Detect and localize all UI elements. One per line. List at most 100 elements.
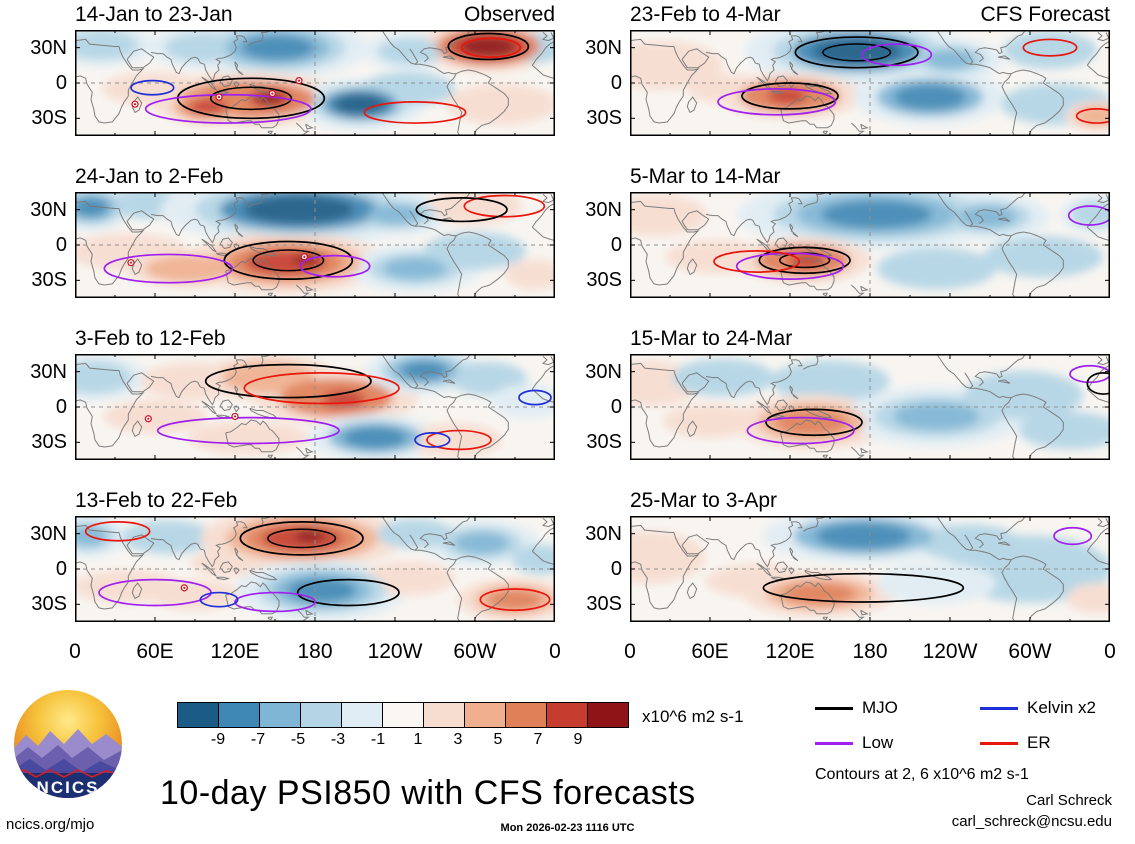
y-tick-label: 30N (585, 522, 622, 545)
y-tick-label: 0 (55, 558, 67, 580)
colorbar-swatch (300, 702, 342, 728)
map-plot (630, 192, 1110, 298)
x-tick-label: 120E (765, 640, 815, 663)
map-plot (630, 30, 1110, 136)
mjo-line-swatch (815, 706, 853, 710)
map-panel (630, 516, 1110, 622)
y-tick-label: 30S (31, 431, 67, 454)
y-tick-label: 0 (55, 396, 67, 418)
colorbar-swatch (259, 702, 301, 728)
colorbar-tick-label: -9 (210, 731, 226, 748)
panel-title: 24-Jan to 2-Feb (75, 165, 224, 188)
legend-label-mjo: MJO (862, 698, 898, 717)
legend-label-low: Low (862, 733, 894, 752)
map-panel (630, 30, 1110, 136)
colorbar-swatch (177, 702, 219, 728)
y-tick-label: 0 (610, 558, 622, 580)
colorbar-tick-label: 5 (493, 731, 503, 748)
map-panel (75, 516, 555, 622)
colorbar-tick-label: -5 (290, 731, 306, 748)
y-tick-label: 30N (30, 36, 67, 59)
y-tick-label: 30N (585, 198, 622, 221)
map-panel (630, 354, 1110, 460)
y-tick-label: 30S (31, 593, 67, 616)
map-panel (630, 192, 1110, 298)
colorbar-tick-label: -7 (250, 731, 266, 748)
logo-wordmark: NCICS (37, 778, 100, 797)
y-tick-label: 0 (610, 72, 622, 94)
colorbar-swatch (218, 702, 260, 728)
map-panel (75, 354, 555, 460)
timestamp: Mon 2026-02-23 1116 UTC (500, 822, 635, 834)
x-tick-label: 180 (297, 640, 333, 663)
panel-title: 5-Mar to 14-Mar (630, 165, 781, 188)
x-tick-label: 0 (624, 640, 636, 663)
x-tick-label: 120W (367, 640, 423, 663)
y-tick-label: 0 (55, 234, 67, 256)
x-tick-label: 180 (852, 640, 888, 663)
colorbar-tick-label: 9 (573, 731, 583, 748)
colorbar-tick-label: 1 (413, 731, 423, 748)
y-tick-label: 30N (585, 360, 622, 383)
y-tick-label: 30N (30, 198, 67, 221)
legend-item-er: ER (980, 733, 1051, 752)
panel-title: 13-Feb to 22-Feb (75, 489, 238, 512)
kelvin-line-swatch (980, 706, 1018, 710)
x-tick-label: 60W (453, 640, 497, 663)
panel-title: 14-Jan to 23-Jan Observed (75, 3, 555, 26)
map-plot (75, 354, 555, 460)
y-tick-label: 30S (31, 107, 67, 130)
x-tick-label: 0 (1104, 640, 1116, 663)
x-tick-label: 120E (210, 640, 260, 663)
x-tick-label: 120W (922, 640, 978, 663)
x-tick-label: 60E (136, 640, 174, 663)
contour-levels-note: Contours at 2, 6 x10^6 m2 s-1 (815, 766, 1029, 783)
legend-label-er: ER (1027, 733, 1051, 752)
column-label: Observed (463, 3, 555, 26)
panel-title: 3-Feb to 12-Feb (75, 327, 226, 350)
x-tick-label: 60W (1008, 640, 1052, 663)
colorbar-tick-label: 7 (533, 731, 543, 748)
map-panel (75, 30, 555, 136)
colorbar-swatch (505, 702, 547, 728)
y-tick-label: 30S (586, 593, 622, 616)
x-tick-label: 0 (549, 640, 561, 663)
map-plot (75, 30, 555, 136)
map-plot (75, 516, 555, 622)
y-tick-label: 30S (586, 107, 622, 130)
legend-item-low: Low (815, 733, 894, 752)
colorbar-units-label: x10^6 m2 s-1 (642, 707, 744, 726)
x-tick-label: 0 (69, 640, 81, 663)
colorbar-swatch (423, 702, 465, 728)
ncics-logo: NCICS (12, 688, 124, 800)
legend-item-kelvin: Kelvin x2 (980, 698, 1096, 717)
site-url: ncics.org/mjo (6, 816, 95, 833)
colorbar-tick-label: -1 (370, 731, 386, 748)
er-line-swatch (980, 741, 1018, 745)
panel-title: 25-Mar to 3-Apr (630, 489, 778, 512)
y-tick-label: 0 (55, 72, 67, 94)
colorbar (177, 702, 629, 728)
y-tick-label: 30N (30, 522, 67, 545)
credit-email: carl_schreck@ncsu.edu (951, 813, 1112, 830)
low-line-swatch (815, 741, 853, 745)
y-tick-label: 0 (610, 234, 622, 256)
y-tick-label: 0 (610, 396, 622, 418)
panel-title: 15-Mar to 24-Mar (630, 327, 793, 350)
colorbar-swatch (546, 702, 588, 728)
colorbar-swatch (464, 702, 506, 728)
colorbar-swatch (587, 702, 629, 728)
map-plot (75, 192, 555, 298)
map-panel (75, 192, 555, 298)
logo-zigzag (14, 769, 122, 778)
colorbar-swatch (341, 702, 383, 728)
colorbar-tick-label: 3 (453, 731, 463, 748)
legend-item-mjo: MJO (815, 698, 898, 717)
y-tick-label: 30S (31, 269, 67, 292)
colorbar-tick-label: -3 (330, 731, 346, 748)
y-tick-label: 30S (586, 269, 622, 292)
x-tick-label: 60E (691, 640, 729, 663)
figure-title: 10-day PSI850 with CFS forecasts (160, 774, 696, 812)
colorbar-swatch (382, 702, 424, 728)
